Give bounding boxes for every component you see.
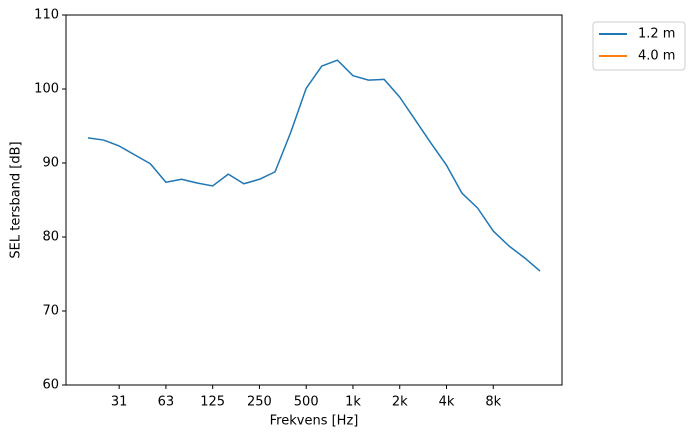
x-tick-label: 8k	[485, 395, 501, 410]
x-tick-label: 4k	[439, 395, 455, 410]
plot-frame	[65, 14, 563, 386]
x-tick-label: 1k	[345, 395, 361, 410]
y-tick-label: 110	[34, 8, 59, 23]
y-tick-label: 90	[42, 156, 59, 171]
y-tick-label: 70	[42, 304, 59, 319]
x-tick-label: 31	[111, 395, 128, 410]
data-line	[87, 59, 541, 272]
y-tick-label: 80	[42, 230, 59, 245]
x-tick-label: 63	[158, 395, 175, 410]
legend-label: 1.2 m	[638, 27, 675, 42]
y-axis-label: SEL tersband [dB]	[9, 141, 24, 258]
y-tick-label: 100	[34, 82, 59, 97]
x-tick-label: 2k	[392, 395, 408, 410]
y-tick-label: 60	[42, 378, 59, 393]
x-tick-label: 250	[247, 395, 272, 410]
legend-label: 4.0 m	[638, 49, 675, 64]
x-axis-label: Frekvens [Hz]	[270, 414, 359, 429]
x-tick-label: 500	[294, 395, 319, 410]
x-tick-label: 125	[200, 395, 225, 410]
